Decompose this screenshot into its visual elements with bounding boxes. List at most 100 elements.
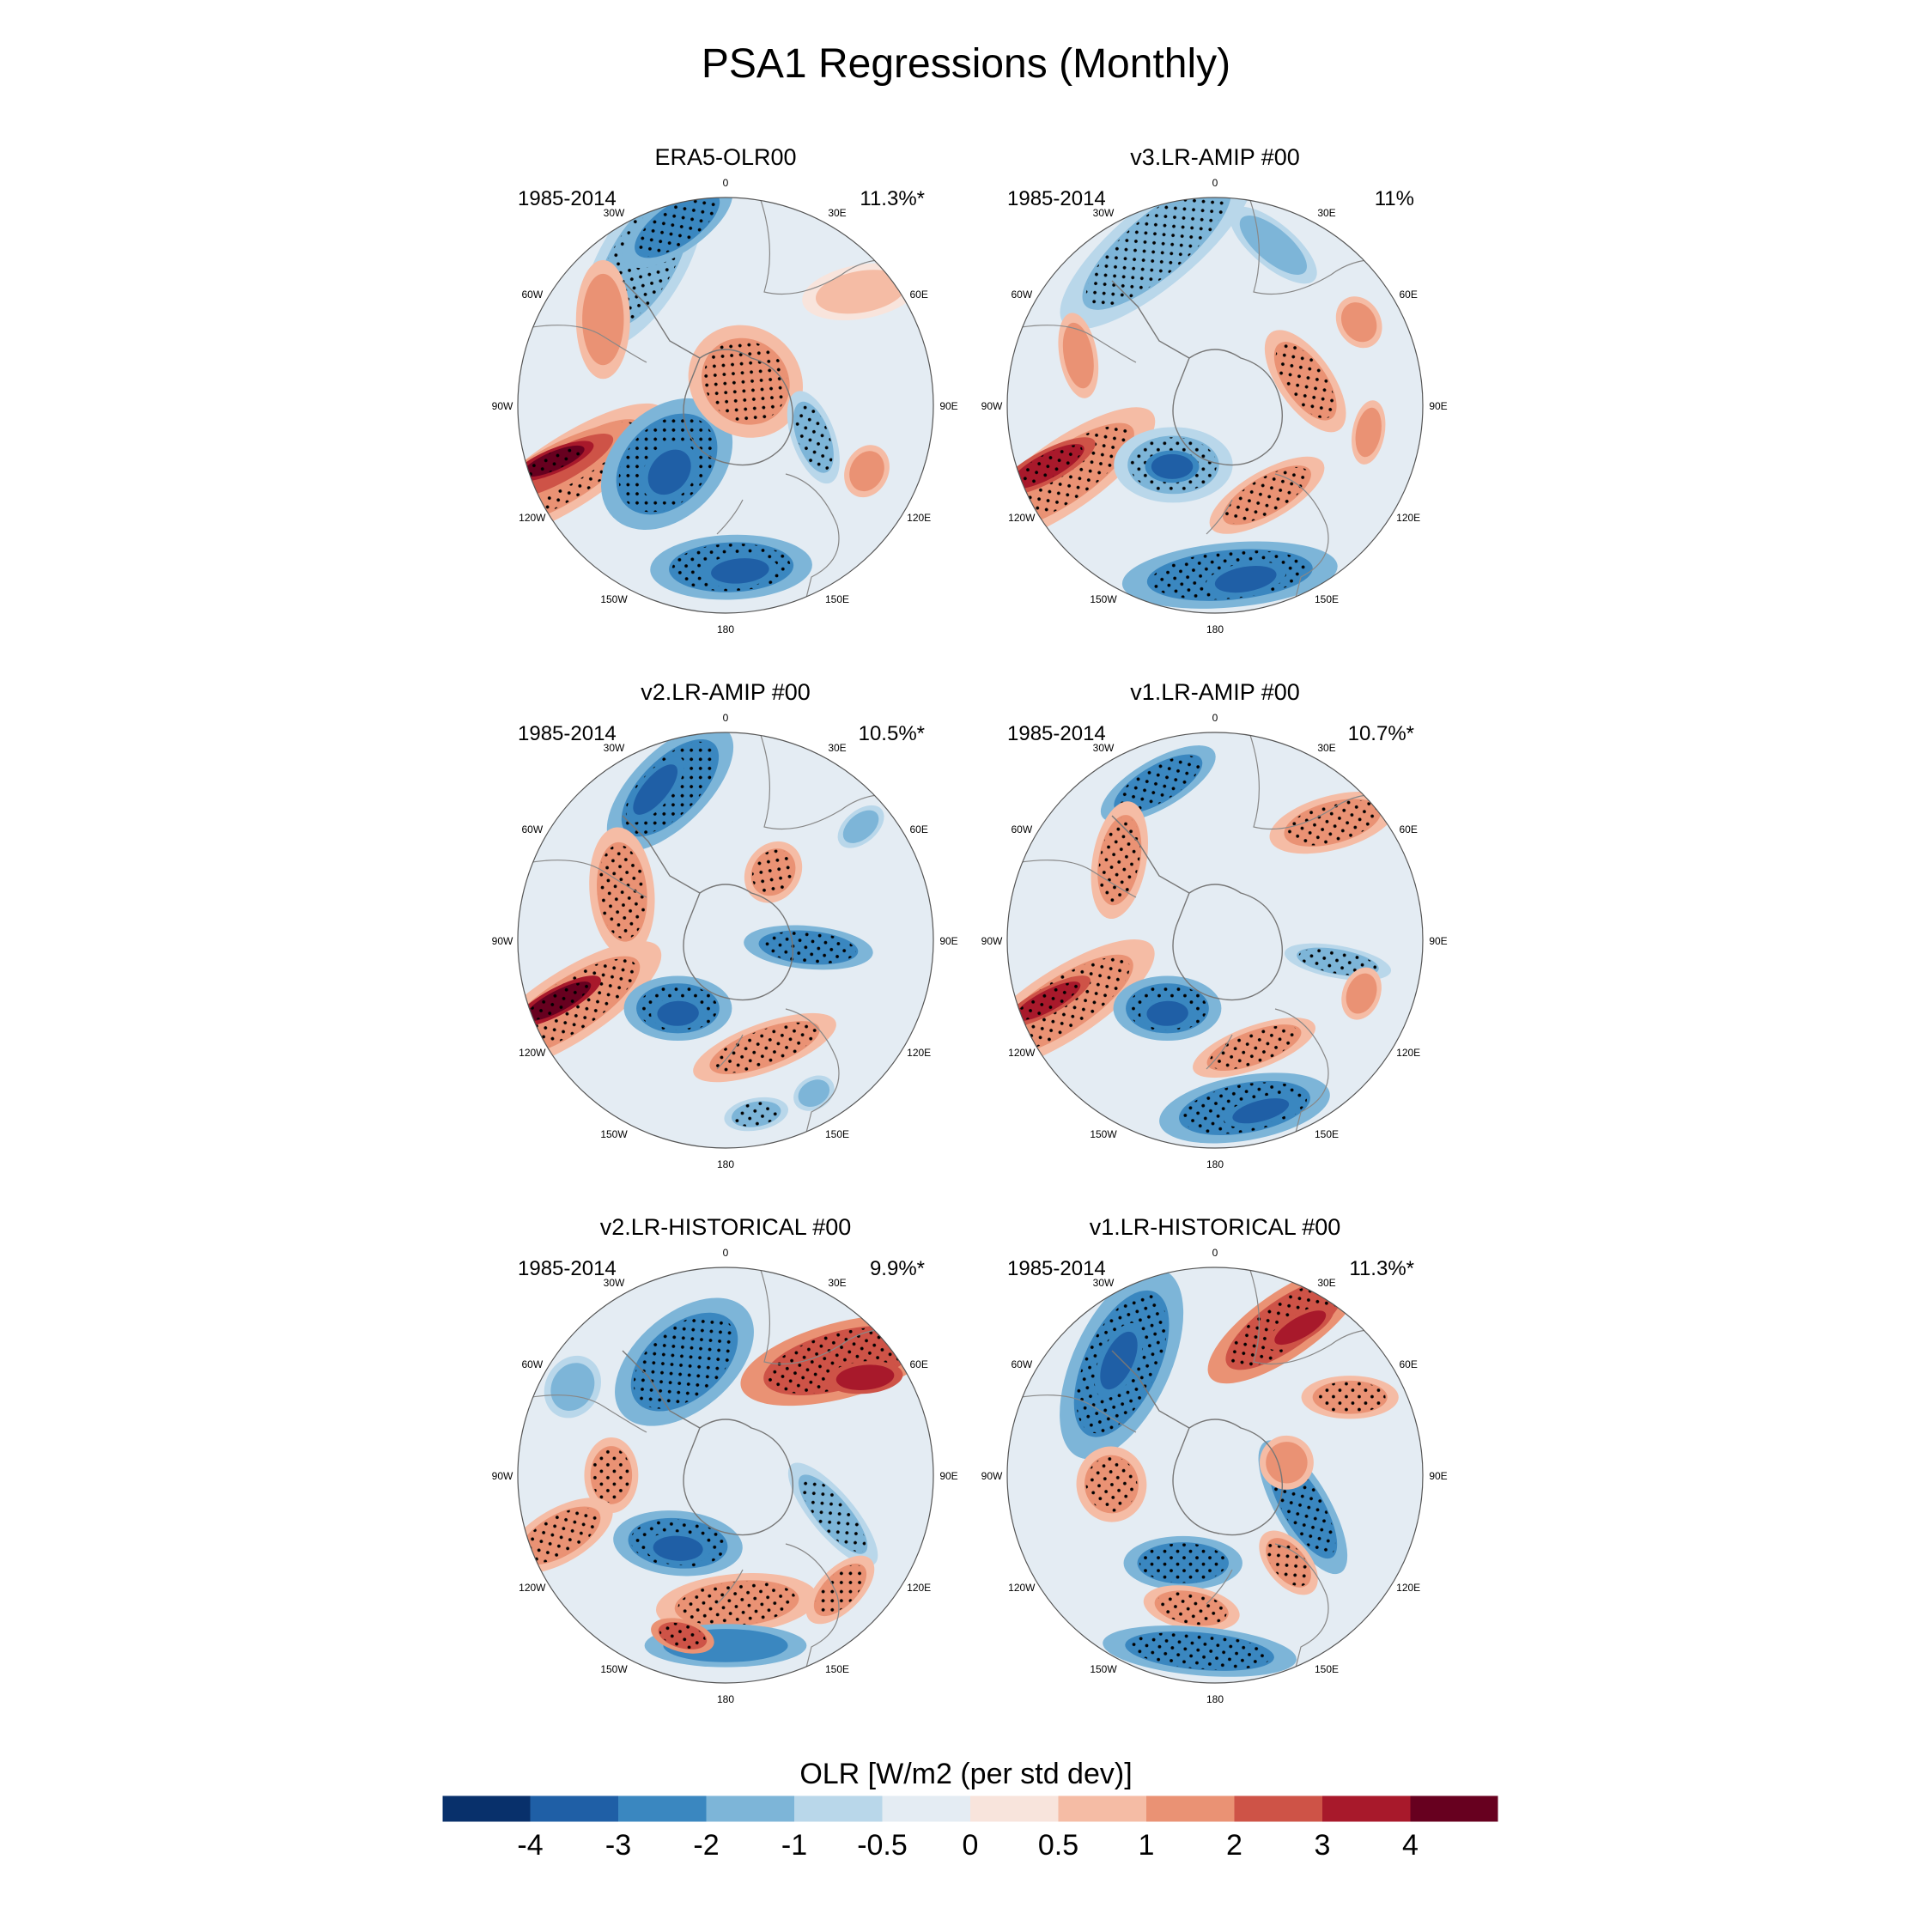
- negative-anomaly: [633, 764, 678, 815]
- negative-anomaly: [711, 558, 769, 584]
- longitude-label: 120E: [907, 1582, 931, 1594]
- map-boundary: [1006, 1267, 1424, 1684]
- map-panel: 0 30E 60E 90E 120E 150E 180 150W 120W 90W 60W 30W v2…: [492, 1214, 958, 1705]
- negative-anomaly: [647, 449, 691, 495]
- south-america-coastline: [1015, 860, 1137, 898]
- peninsula-coastline: [622, 280, 701, 359]
- longitude-label: 150E: [1315, 593, 1339, 605]
- colorbar-boxes: [441, 1795, 1499, 1823]
- panel-title: v1.LR-AMIP #00: [1130, 679, 1300, 705]
- longitude-label: 120E: [907, 512, 931, 524]
- negative-anomaly: [653, 1535, 703, 1561]
- longitude-label: 120E: [1396, 512, 1420, 524]
- antarctica-coastline: [1172, 1419, 1284, 1536]
- colorbar-tick-label: -2: [693, 1829, 719, 1862]
- longitude-label: 60W: [1011, 823, 1032, 835]
- panel-period: 1985-2014: [1007, 722, 1106, 745]
- peninsula-coastline: [1111, 1350, 1190, 1429]
- peninsula-coastline: [1111, 815, 1190, 894]
- longitude-label: 120E: [907, 1047, 931, 1059]
- negative-anomaly: [1100, 1331, 1138, 1390]
- colorbar-box: [794, 1795, 883, 1822]
- colorbar-frame: [441, 1795, 1499, 1823]
- longitude-label: 30E: [1317, 742, 1335, 754]
- colorbar-tick-label: -0.5: [857, 1829, 908, 1862]
- longitude-label: 90W: [492, 400, 513, 412]
- colorbar-tick-label: 2: [1226, 1829, 1242, 1862]
- positive-anomaly: [835, 1364, 895, 1390]
- longitude-label: 30E: [828, 207, 846, 219]
- longitude-label: 150W: [1090, 1128, 1117, 1140]
- significance-stipple: [1007, 425, 1131, 526]
- longitude-label: 60E: [909, 1358, 927, 1370]
- anomaly-field: [1007, 197, 1418, 612]
- longitude-label: 150W: [1090, 593, 1117, 605]
- longitude-label: 150W: [600, 1128, 628, 1140]
- colorbar-box: [1234, 1795, 1323, 1822]
- australia-coastline: [785, 1008, 840, 1147]
- colorbar-box: [1410, 1795, 1499, 1822]
- longitude-label: 150W: [1090, 1663, 1117, 1675]
- map-boundary: [517, 1267, 934, 1684]
- panel-title: v3.LR-AMIP #00: [1130, 144, 1300, 170]
- colorbar-box: [706, 1795, 795, 1822]
- south-america-coastline: [1015, 325, 1137, 363]
- longitude-label: 30E: [1317, 207, 1335, 219]
- longitude-label: 120E: [1396, 1582, 1420, 1594]
- longitude-label: 0: [1212, 1247, 1218, 1259]
- significance-stipple: [1275, 343, 1335, 419]
- antarctica-coastline: [683, 1419, 794, 1536]
- panel-variance: 11%: [1375, 187, 1414, 210]
- colorbar: OLR [W/m2 (per std dev)] -4 -3 -2 -1 -0.5 0 0.…: [441, 1758, 1499, 1862]
- panel-period: 1985-2014: [518, 722, 617, 745]
- colorbar-box: [1058, 1795, 1147, 1822]
- longitude-label: 60E: [1399, 1358, 1417, 1370]
- map-boundary: [517, 197, 934, 614]
- positive-anomaly: [815, 270, 907, 314]
- longitude-label: 30W: [604, 1277, 625, 1289]
- new-zealand-coastline: [716, 1034, 744, 1070]
- longitude-label: 180: [1206, 1158, 1224, 1170]
- colorbar-tick-labels: -4 -3 -2 -1 -0.5 0 0.5 1 2 3 4: [517, 1829, 1419, 1862]
- significance-stipple: [526, 982, 590, 1021]
- significance-stipple: [598, 844, 647, 939]
- new-zealand-coastline: [1206, 499, 1233, 535]
- significance-stipple: [1139, 1543, 1227, 1583]
- longitude-label: 90E: [1429, 935, 1447, 947]
- significance-stipple: [524, 446, 583, 477]
- significance-stipple: [633, 1315, 736, 1409]
- longitude-label: 120W: [519, 1047, 546, 1059]
- positive-anomaly: [582, 273, 624, 366]
- significance-stipple: [1015, 982, 1079, 1021]
- panel-title: v2.LR-AMIP #00: [641, 679, 811, 705]
- longitude-label: 60E: [1399, 289, 1417, 301]
- longitude-label: 150E: [825, 1128, 849, 1140]
- map-panel: 0 30E 60E 90E 120E 150E 180 150W 120W 90W 60W 30W v1…: [981, 1214, 1448, 1705]
- longitude-label: 120W: [1008, 512, 1036, 524]
- positive-anomaly: [1355, 407, 1382, 458]
- colorbar-tick-label: -4: [517, 1829, 543, 1862]
- colorbar-box: [1322, 1795, 1411, 1822]
- colorbar-box: [882, 1795, 971, 1822]
- map-panel: 0 30E 60E 90E 120E 150E 180 150W 120W 90W 60W 30W v1…: [981, 679, 1448, 1170]
- longitude-label: 0: [723, 1247, 729, 1259]
- colorbar-box: [618, 1795, 707, 1822]
- longitude-label: 60E: [909, 823, 927, 835]
- colorbar-box: [1146, 1795, 1235, 1822]
- panel-variance: 11.3%*: [860, 187, 925, 210]
- figure-title: PSA1 Regressions (Monthly): [702, 41, 1230, 87]
- colorbar-tick-label: 4: [1402, 1829, 1419, 1862]
- significance-stipple: [1085, 1456, 1138, 1512]
- colorbar-box: [442, 1795, 531, 1822]
- longitude-label: 90E: [939, 400, 957, 412]
- longitude-label: 30E: [828, 1277, 846, 1289]
- negative-anomaly: [1151, 453, 1194, 479]
- significance-stipple: [712, 1022, 817, 1073]
- longitude-label: 120W: [1008, 1047, 1036, 1059]
- australia-coastline: [1274, 473, 1329, 612]
- positive-anomaly: [1340, 302, 1377, 343]
- longitude-label: 180: [717, 1158, 734, 1170]
- longitude-label: 90E: [1429, 1470, 1447, 1482]
- positive-anomaly: [849, 451, 884, 492]
- negative-anomaly: [1239, 216, 1307, 275]
